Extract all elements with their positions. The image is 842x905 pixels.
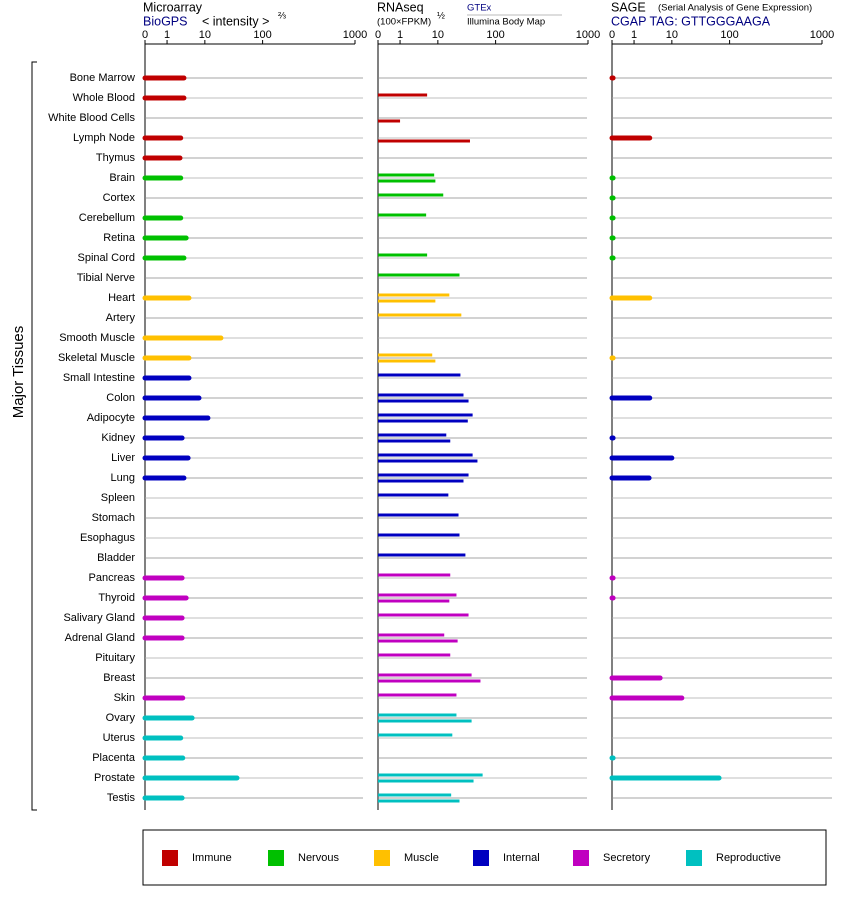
category-label: Spleen bbox=[101, 492, 135, 504]
x-tick-label: 10 bbox=[199, 29, 211, 41]
category-label: Bone Marrow bbox=[70, 72, 135, 84]
panel-source: CGAP TAG: GTTGGGAAGA bbox=[611, 14, 771, 28]
series-name: GTEx bbox=[467, 3, 492, 14]
x-tick-label: 10 bbox=[666, 29, 678, 41]
panel-note: (Serial Analysis of Gene Expression) bbox=[658, 3, 812, 14]
category-label: Pancreas bbox=[89, 572, 136, 584]
category-label: Adrenal Gland bbox=[65, 632, 135, 644]
legend-label: Immune bbox=[192, 852, 232, 864]
category-label: Cerebellum bbox=[79, 212, 135, 224]
category-label: Prostate bbox=[94, 772, 135, 784]
x-tick-label: 1000 bbox=[576, 29, 600, 41]
category-label: Retina bbox=[103, 232, 136, 244]
category-label: Skeletal Muscle bbox=[58, 352, 135, 364]
bracket bbox=[31, 61, 37, 811]
panel-source: BioGPS bbox=[143, 14, 187, 28]
legend-swatch bbox=[473, 850, 489, 866]
category-label: Thyroid bbox=[98, 592, 135, 604]
category-label: Pituitary bbox=[95, 652, 135, 664]
legend-swatch bbox=[268, 850, 284, 866]
category-label: Artery bbox=[106, 312, 136, 324]
category-label: Whole Blood bbox=[73, 92, 135, 104]
category-label: Placenta bbox=[92, 752, 136, 764]
legend-label: Reproductive bbox=[716, 852, 781, 864]
category-label: Heart bbox=[108, 292, 135, 304]
category-label: Spinal Cord bbox=[78, 252, 135, 264]
series-name: Illumina Body Map bbox=[467, 17, 545, 28]
category-label: Skin bbox=[114, 692, 135, 704]
x-tick-label: 0 bbox=[375, 29, 381, 41]
x-tick-label: 10 bbox=[432, 29, 444, 41]
panel-unit: < intensity > bbox=[202, 14, 269, 28]
category-label: Lymph Node bbox=[73, 132, 135, 144]
category-label: Cortex bbox=[103, 192, 136, 204]
x-tick-label: 0 bbox=[609, 29, 615, 41]
category-label: Colon bbox=[106, 392, 135, 404]
category-label: Liver bbox=[111, 452, 135, 464]
category-label: Testis bbox=[107, 792, 136, 804]
unit-exponent: ⅔ bbox=[278, 11, 286, 22]
category-label: Brain bbox=[109, 172, 135, 184]
legend-swatch bbox=[686, 850, 702, 866]
unit-exponent: ½ bbox=[437, 11, 445, 22]
legend-swatch bbox=[162, 850, 178, 866]
category-label: Kidney bbox=[101, 432, 135, 444]
legend-swatch bbox=[374, 850, 390, 866]
x-tick-label: 100 bbox=[253, 29, 271, 41]
category-label: Tibial Nerve bbox=[77, 272, 135, 284]
category-label: Bladder bbox=[97, 552, 135, 564]
category-label: White Blood Cells bbox=[48, 112, 135, 124]
legend-label: Internal bbox=[503, 852, 540, 864]
x-tick-label: 100 bbox=[720, 29, 738, 41]
category-label: Breast bbox=[103, 672, 135, 684]
legend-box bbox=[142, 829, 827, 886]
category-label: Smooth Muscle bbox=[59, 332, 135, 344]
x-tick-label: 1 bbox=[397, 29, 403, 41]
category-label: Uterus bbox=[103, 732, 136, 744]
category-label: Esophagus bbox=[80, 532, 136, 544]
x-tick-label: 1 bbox=[631, 29, 637, 41]
legend-swatch bbox=[573, 850, 589, 866]
panel-unit: (100×FPKM) bbox=[377, 17, 431, 28]
legend-label: Secretory bbox=[603, 852, 651, 864]
x-tick-label: 100 bbox=[486, 29, 504, 41]
panel-title: RNAseq bbox=[377, 0, 424, 14]
panel-title: Microarray bbox=[143, 0, 203, 14]
y-axis-label: Major Tissues bbox=[10, 326, 27, 419]
category-label: Stomach bbox=[92, 512, 135, 524]
category-label: Small Intestine bbox=[63, 372, 135, 384]
category-label: Ovary bbox=[106, 712, 136, 724]
x-tick-label: 1000 bbox=[343, 29, 367, 41]
category-label: Salivary Gland bbox=[63, 612, 135, 624]
x-tick-label: 0 bbox=[142, 29, 148, 41]
x-tick-label: 1 bbox=[164, 29, 170, 41]
panel-title: SAGE bbox=[611, 0, 646, 14]
category-label: Adipocyte bbox=[87, 412, 135, 424]
x-tick-label: 1000 bbox=[810, 29, 834, 41]
category-label: Thymus bbox=[96, 152, 136, 164]
category-label: Lung bbox=[111, 472, 135, 484]
legend-label: Muscle bbox=[404, 852, 439, 864]
legend-label: Nervous bbox=[298, 852, 339, 864]
